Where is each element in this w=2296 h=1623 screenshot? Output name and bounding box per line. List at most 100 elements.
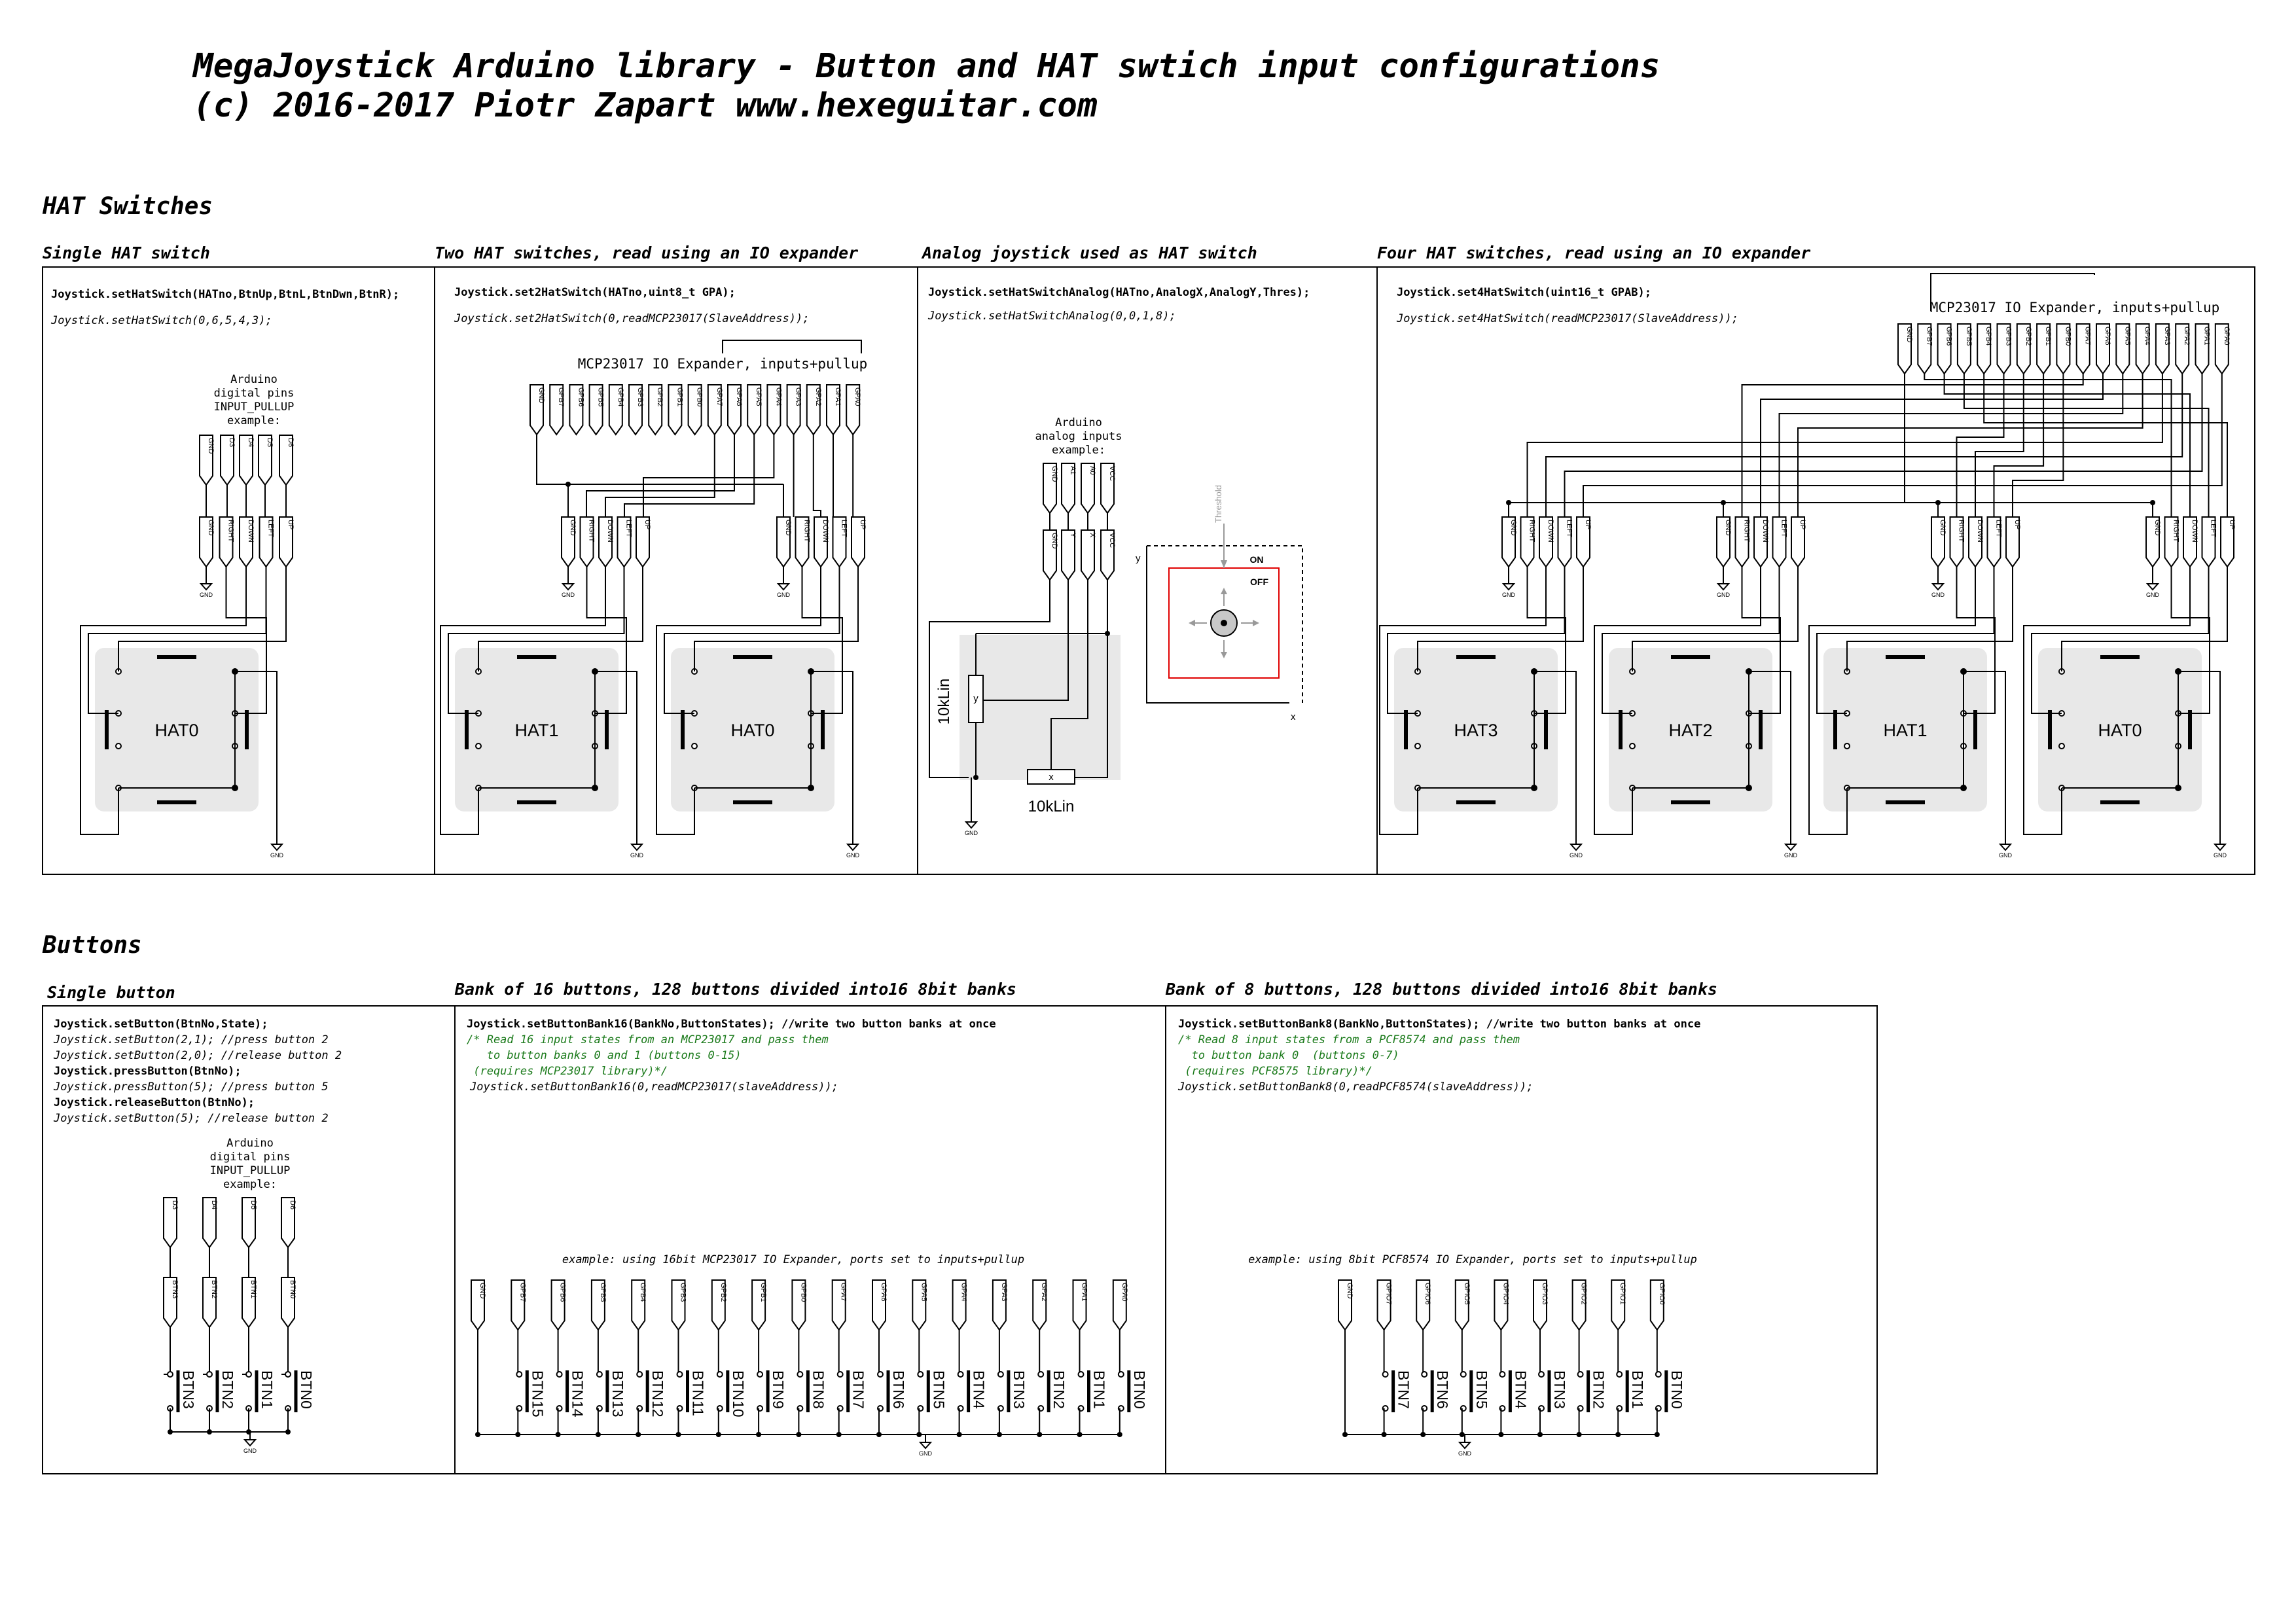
pin-label: DOWN <box>247 520 255 543</box>
up-wire <box>118 567 287 671</box>
pin-label: GND <box>537 387 545 404</box>
arduino-pin-gnd: GND <box>199 435 215 486</box>
right-wire <box>586 567 627 714</box>
pin-label: GPA3 <box>795 387 802 406</box>
junction-dot <box>1961 785 1966 791</box>
pin-label: A0 <box>1088 466 1096 474</box>
contact-terminal <box>167 1371 173 1378</box>
pin-label: GPIO1 <box>1619 1283 1626 1305</box>
bank16-code-example: Joystick.setButtonBank16(0,readMCP23017(… <box>469 1080 838 1094</box>
left-wire <box>1602 567 1780 714</box>
wire <box>1993 374 2045 517</box>
contact-terminal <box>516 1371 523 1378</box>
expander-pin-gpio0: GPIO0 <box>1649 1279 1666 1331</box>
single-button-code-line: Joystick.setButton(BtnNo,State); <box>54 1018 268 1031</box>
pin-label: DOWN <box>606 520 614 543</box>
pin-label: LEFT <box>1995 520 2003 537</box>
left-wire <box>1816 567 1995 714</box>
hat-label: HAT3 <box>1454 721 1498 740</box>
expander-pin-gpa5: GPA5 <box>912 1279 927 1331</box>
pin-label: D4 <box>210 1200 218 1209</box>
ground-symbol: GND <box>561 583 575 598</box>
single-hat-code-signature: Joystick.setHatSwitch(HATno,BtnUp,BtnL,B… <box>51 288 399 301</box>
switch-header-pin-right: RIGHT <box>2164 516 2180 568</box>
switch-header-pin-gnd: GND <box>1931 516 1946 568</box>
expander-pin-gpb1: GPB1 <box>668 384 683 436</box>
ground-label: GND <box>1717 592 1731 598</box>
push-button: BTN0 <box>1664 1370 1685 1412</box>
left-wire <box>1387 567 1566 714</box>
button-label: BTN8 <box>810 1370 827 1409</box>
button-header-pin-btn3: BTN3 <box>163 1277 179 1329</box>
expander-pin-gpb7: GPB7 <box>549 384 565 436</box>
junction-dot <box>2150 500 2155 505</box>
pin-label: LEFT <box>267 520 275 537</box>
pin-label: GPA7 <box>840 1283 848 1302</box>
contact-terminal <box>1460 1371 1467 1378</box>
contact-terminal <box>285 1371 291 1378</box>
down-wire <box>1594 567 1761 835</box>
junction-dot <box>1935 500 1941 505</box>
button-label: BTN11 <box>690 1370 707 1416</box>
pin-label: UP <box>1584 520 1592 529</box>
pin-label: RIGHT <box>803 520 811 543</box>
pin-label: GPIO7 <box>1385 1283 1393 1305</box>
contact-terminal <box>957 1371 964 1378</box>
pin-label: D5 <box>249 1200 257 1209</box>
ground-label: GND <box>1931 592 1945 598</box>
expander-pin-gpb2: GPB2 <box>2016 323 2032 375</box>
expander-pin-gpa4: GPA4 <box>952 1279 968 1331</box>
arduino-pin-d6: D6 <box>281 1197 296 1249</box>
hat-label: HAT0 <box>154 721 198 740</box>
single-button-code-line: Joystick.releaseButton(BtnNo); <box>54 1096 255 1109</box>
push-button: BTN5 <box>1469 1370 1490 1412</box>
switch-header-pin-left: LEFT <box>832 516 848 568</box>
single-button-note-2: digital pins <box>210 1150 291 1164</box>
pin-label: GPB1 <box>2044 327 2052 346</box>
contact-terminal <box>1616 1371 1623 1378</box>
pin-label: GPA7 <box>715 387 723 406</box>
pin-label: GPA5 <box>920 1283 927 1302</box>
push-button: BTN2 <box>1047 1370 1067 1412</box>
pin-label: GND <box>207 438 215 454</box>
expander-pin-gpb4: GPB4 <box>631 1279 647 1331</box>
bank16-code-signature: Joystick.setButtonBank16(BankNo,ButtonSt… <box>467 1018 996 1031</box>
down-wire <box>2023 567 2191 835</box>
analog-note-1: Arduino <box>1055 416 1102 429</box>
pin-label: GPB5 <box>597 387 605 406</box>
switch-header-pin-up: UP <box>279 516 295 568</box>
ground-symbol: GND <box>1501 583 1516 598</box>
ground-label: GND <box>1570 852 1583 859</box>
four-hat-code-example: Joystick.set4HatSwitch(readMCP23017(Slav… <box>1396 312 1738 325</box>
expander-pin-gpa0: GPA0 <box>2214 323 2231 375</box>
single-button-note-3: INPUT_PULLUP <box>210 1164 291 1177</box>
pin-label: GPA3 <box>1000 1283 1008 1302</box>
hat-switch: HAT0 <box>671 648 834 812</box>
two-hat-code-signature: Joystick.set2HatSwitch(HATno,uint8_t GPA… <box>454 286 736 299</box>
junction-dot <box>1746 669 1751 674</box>
ground-symbol: GND <box>776 583 791 598</box>
expander-pin-gpb5: GPB5 <box>1956 323 1973 375</box>
ground-label: GND <box>1502 592 1516 598</box>
pin-label: GPB7 <box>557 387 565 406</box>
joystick-pin-x: X <box>1081 529 1096 581</box>
hat-label: HAT0 <box>2098 721 2142 740</box>
expander-pin-gpa0: GPA0 <box>846 384 861 436</box>
switch-header-pin-down: DOWN <box>598 516 614 568</box>
bank16-comment-1: /* Read 16 input states from an MCP23017… <box>467 1033 829 1046</box>
switch-header-pin-gnd: GND <box>1716 516 1732 568</box>
pin-label: RIGHT <box>1958 520 1965 543</box>
pin-label: GPB6 <box>1945 327 1953 346</box>
pin-label: GPA4 <box>960 1283 968 1302</box>
push-button: BTN13 <box>605 1370 626 1418</box>
pin-label: GND <box>1050 533 1058 549</box>
wire <box>1983 374 2228 517</box>
switch-header-pin-right: RIGHT <box>1520 516 1536 568</box>
switch-header-pin-right: RIGHT <box>1949 516 1965 568</box>
analog-hat-header: Analog joystick used as HAT switch <box>921 243 1257 262</box>
push-button: BTN6 <box>886 1370 907 1412</box>
wire <box>1760 374 2104 517</box>
junction-dot <box>592 785 598 791</box>
ground-label: GND <box>1458 1450 1472 1457</box>
switch-header-pin-left: LEFT <box>259 516 275 568</box>
